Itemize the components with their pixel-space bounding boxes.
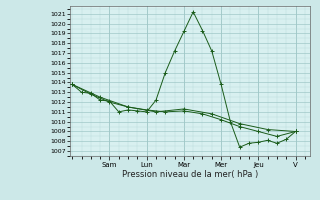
X-axis label: Pression niveau de la mer( hPa ): Pression niveau de la mer( hPa ) [122,170,259,179]
